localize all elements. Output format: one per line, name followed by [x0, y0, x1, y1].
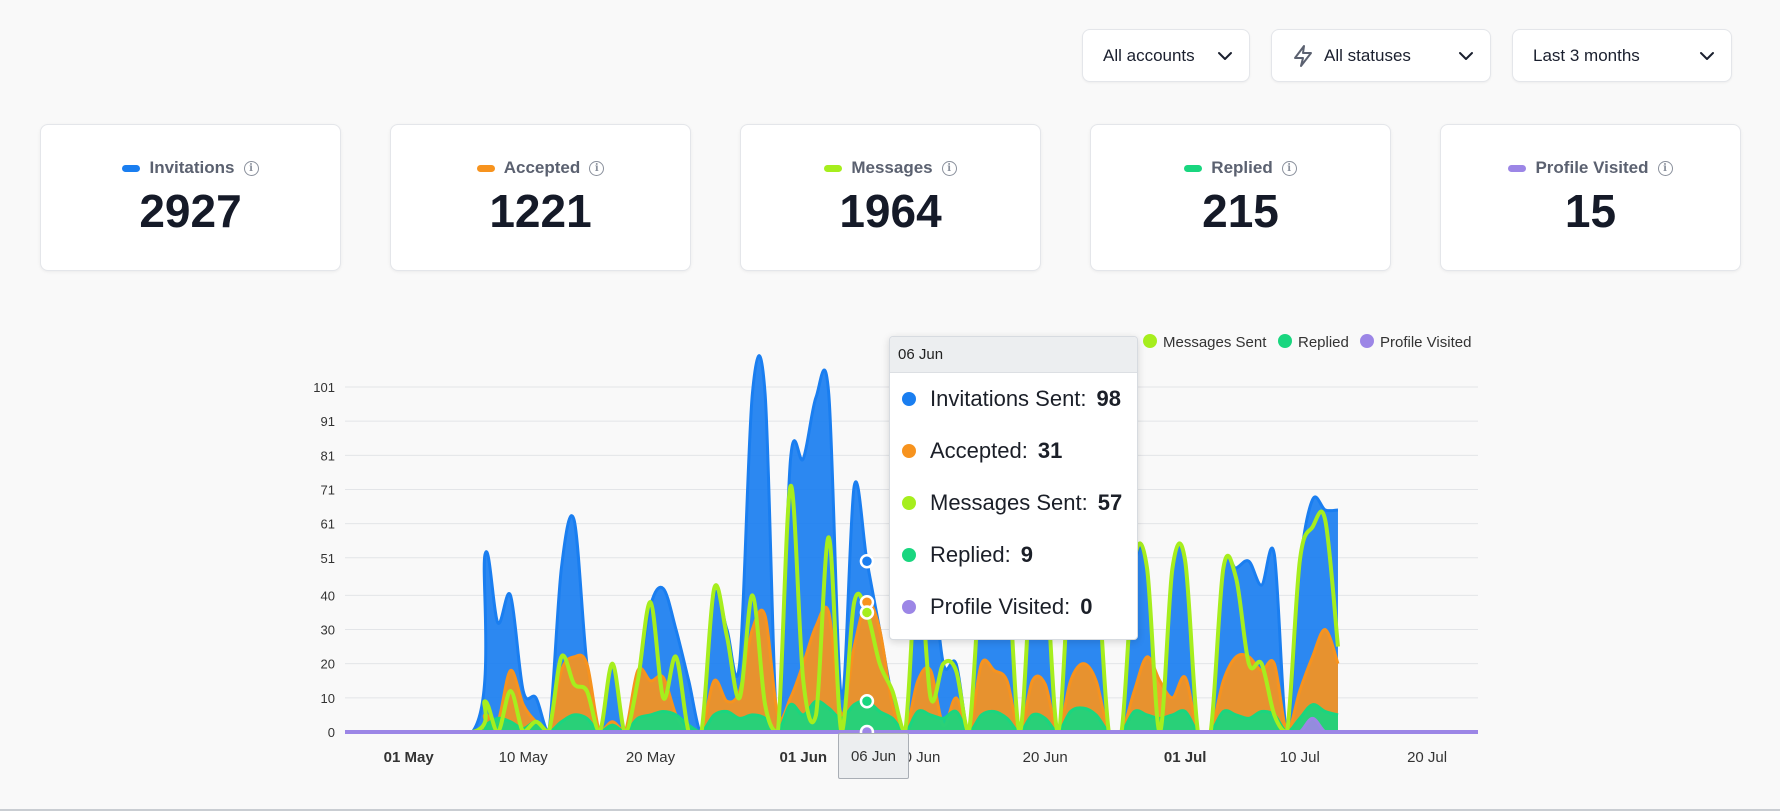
- stat-card-accepted: Accepted i 1221: [390, 124, 691, 271]
- tooltip-row: Messages Sent: 57: [890, 477, 1137, 529]
- y-tick-label: 61: [321, 517, 335, 532]
- tooltip-row: Profile Visited: 0: [890, 581, 1137, 633]
- tooltip-row-value: 57: [1097, 490, 1123, 515]
- divider: [0, 809, 1780, 811]
- chevron-down-icon: [1699, 51, 1715, 61]
- x-tick-label: 10 Jul: [1280, 749, 1320, 766]
- legend-dot-icon: [1143, 334, 1157, 348]
- series-swatch: [1184, 164, 1203, 172]
- tooltip-row-label: Replied:: [930, 542, 1011, 567]
- stat-card-label: Accepted: [503, 158, 581, 177]
- series-area-invitations-sent: [345, 355, 1338, 732]
- series-dot-icon: [902, 392, 916, 406]
- statuses-dropdown[interactable]: All statuses: [1271, 29, 1491, 82]
- y-tick-label: 71: [321, 482, 335, 497]
- y-tick-label: 10: [321, 691, 335, 706]
- tooltip-row: Replied: 9: [890, 529, 1137, 581]
- series-dot-icon: [902, 548, 916, 562]
- stat-card-value: 1221: [489, 185, 592, 237]
- filter-bar: All accounts All statuses Last 3 months: [1082, 29, 1732, 82]
- stat-card-value: 2927: [139, 185, 242, 237]
- x-tick-label: 20 Jul: [1407, 749, 1447, 766]
- series-dot-icon: [902, 496, 916, 510]
- chevron-down-icon: [1458, 51, 1474, 61]
- chart-tooltip: 06 Jun Invitations Sent: 98 Accepted: 31…: [889, 336, 1138, 640]
- legend-label: Profile Visited: [1380, 334, 1471, 351]
- y-tick-label: 20: [321, 657, 335, 672]
- tooltip-row: Invitations Sent: 98: [890, 373, 1137, 425]
- stat-card-label: Replied: [1211, 158, 1273, 177]
- x-tick-label: 10 May: [499, 749, 549, 766]
- accounts-dropdown-label: All accounts: [1103, 45, 1195, 65]
- legend-label: Replied: [1298, 334, 1349, 351]
- stat-card-label: Invitations: [149, 158, 235, 177]
- crosshair-x-label: 06 Jun: [838, 733, 909, 779]
- series-area-replied: [345, 700, 1338, 732]
- x-tick-label: 01 May: [384, 749, 435, 766]
- series-swatch: [824, 164, 843, 172]
- stat-card-messages: Messages i 1964: [740, 124, 1041, 271]
- stat-card-replied: Replied i 215: [1090, 124, 1391, 271]
- legend-dot-icon: [1360, 334, 1374, 348]
- tooltip-row-label: Profile Visited:: [930, 594, 1071, 619]
- tooltip-row-value: 0: [1080, 594, 1093, 619]
- y-tick-label: 40: [321, 588, 335, 603]
- legend-label: Messages Sent: [1163, 334, 1267, 351]
- chevron-down-icon: [1217, 51, 1233, 61]
- highlight-point-replied: [859, 694, 875, 709]
- series-dot-icon: [902, 444, 916, 458]
- highlight-point-invitations-sent: [859, 553, 875, 569]
- x-tick-label: 01 Jul: [1164, 749, 1207, 766]
- info-icon[interactable]: i: [1281, 160, 1297, 176]
- accounts-dropdown[interactable]: All accounts: [1082, 29, 1250, 82]
- legend-dot-icon: [1278, 334, 1292, 348]
- y-tick-label: 51: [321, 551, 335, 566]
- tooltip-row-label: Accepted:: [930, 438, 1028, 463]
- series-dot-icon: [902, 600, 916, 614]
- tooltip-row-value: 98: [1096, 386, 1122, 411]
- tooltip-row-label: Invitations Sent:: [930, 386, 1087, 411]
- x-tick-label: 20 May: [626, 749, 676, 766]
- stat-card-value: 215: [1202, 185, 1279, 237]
- y-tick-label: 91: [321, 414, 335, 429]
- stat-card-profile-visited: Profile Visited i 15: [1440, 124, 1741, 271]
- tooltip-row-label: Messages Sent:: [930, 490, 1088, 515]
- statuses-dropdown-label: All statuses: [1324, 45, 1411, 65]
- info-icon[interactable]: i: [589, 160, 605, 176]
- stat-card-value: 15: [1564, 185, 1617, 237]
- period-dropdown[interactable]: Last 3 months: [1512, 29, 1732, 82]
- series-swatch: [476, 164, 495, 172]
- tooltip-row-value: 9: [1020, 542, 1033, 567]
- tooltip-row-value: 31: [1037, 438, 1063, 463]
- y-tick-label: 81: [321, 448, 335, 463]
- y-tick-label: 0: [328, 725, 335, 740]
- stat-cards: Invitations i 2927 Accepted i 1221 Messa…: [40, 124, 1741, 271]
- tooltip-row: Accepted: 31: [890, 425, 1137, 477]
- highlight-point-messages-sent: [859, 605, 875, 620]
- info-icon[interactable]: i: [243, 160, 259, 176]
- info-icon[interactable]: i: [941, 160, 957, 176]
- y-tick-label: 30: [321, 623, 335, 638]
- stat-card-value: 1964: [839, 185, 942, 237]
- period-dropdown-label: Last 3 months: [1533, 45, 1640, 65]
- series-swatch: [1508, 164, 1527, 172]
- stat-card-label: Profile Visited: [1535, 158, 1649, 177]
- info-icon[interactable]: i: [1657, 160, 1673, 176]
- tooltip-date: 06 Jun: [890, 337, 1137, 373]
- stat-card-label: Messages: [851, 158, 933, 177]
- series-swatch: [122, 164, 141, 172]
- x-tick-label: 01 Jun: [780, 749, 828, 766]
- lightning-icon: [1292, 44, 1314, 68]
- y-tick-label: 101: [313, 380, 335, 395]
- stat-card-invitations: Invitations i 2927: [40, 124, 341, 271]
- x-tick-label: 20 Jun: [1023, 749, 1068, 766]
